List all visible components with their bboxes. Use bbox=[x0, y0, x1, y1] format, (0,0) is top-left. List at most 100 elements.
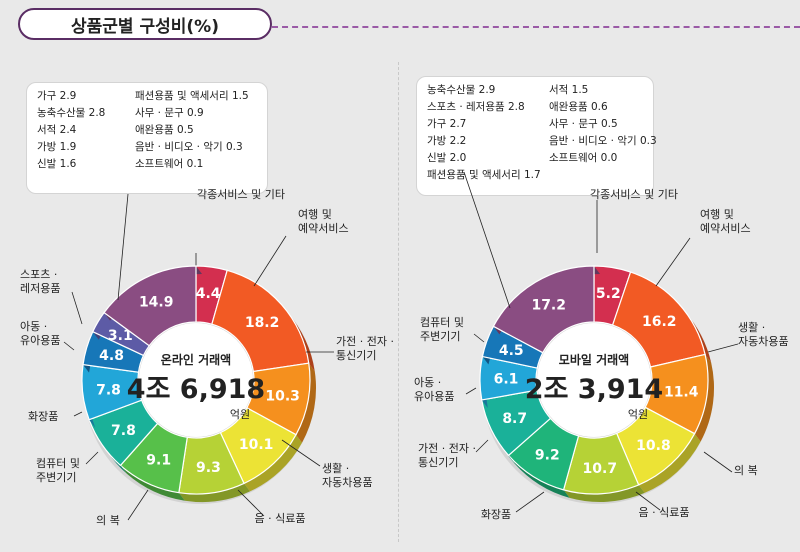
online-segment-value: 9.3 bbox=[196, 460, 221, 476]
mobile-chart-panel: 농축수산물 2.9 스포츠 · 레저용품 2.8 가구 2.7 가방 2.2 신발 2.… bbox=[404, 60, 794, 546]
mobile-label-leader bbox=[473, 333, 485, 343]
mobile-small-items-col-2: 서적 1.5 애완용품 0.6 사무 · 문구 0.5 음반 · 비디오 · 악기 0… bbox=[549, 82, 657, 167]
mobile-segment-label: 의 복 bbox=[734, 464, 758, 477]
online-segment-value: 14.9 bbox=[139, 295, 174, 311]
online-label-leader bbox=[85, 451, 99, 465]
small-item: 가구 2.7 bbox=[427, 118, 467, 130]
online-center-unit: 억원 bbox=[230, 408, 250, 421]
small-item: 패션용품 및 액세서리 1.7 bbox=[427, 169, 541, 181]
mobile-label-leader bbox=[635, 491, 661, 511]
online-segment-label: 주변기기 bbox=[36, 471, 76, 484]
small-item: 신발 1.6 bbox=[37, 158, 77, 170]
online-segment-value: 7.8 bbox=[96, 383, 121, 399]
mobile-segment-value: 5.2 bbox=[596, 286, 621, 302]
small-item: 농축수산물 2.8 bbox=[37, 107, 106, 119]
online-segment-label: 예약서비스 bbox=[298, 221, 349, 235]
online-segment-label: 스포츠 · bbox=[20, 268, 57, 281]
online-small-items-col-2: 패션용품 및 액세서리 1.5 사무 · 문구 0.9 애완용품 0.5 음반 · 비… bbox=[135, 88, 249, 173]
mobile-small-items-box: 농축수산물 2.9 스포츠 · 레저용품 2.8 가구 2.7 가방 2.2 신발 2.… bbox=[416, 76, 657, 196]
online-small-items-box: 가구 2.9 농축수산물 2.8 서적 2.4 가방 1.9 신발 1.6 패션용품 및… bbox=[26, 82, 268, 194]
small-item: 사무 · 문구 0.9 bbox=[135, 107, 204, 119]
mobile-segment-label: 각종서비스 및 기타 bbox=[590, 188, 678, 201]
online-segment-label: 의 복 bbox=[96, 514, 120, 527]
mobile-segment-value: 16.2 bbox=[642, 314, 677, 330]
online-segment-label: 여행 및 bbox=[298, 208, 332, 221]
mobile-segment-label: 화장품 bbox=[481, 508, 511, 521]
online-segment-side bbox=[296, 363, 316, 443]
online-label-leader bbox=[237, 489, 265, 517]
online-center-value: 4조 6,918 bbox=[127, 374, 265, 405]
mobile-segment-9 bbox=[492, 265, 595, 354]
small-item: 음반 · 비디오 · 악기 0.3 bbox=[135, 141, 243, 153]
mobile-label-leader bbox=[515, 491, 545, 513]
mobile-segment-label: 음 · 식료품 bbox=[639, 506, 690, 519]
mobile-segment-side bbox=[694, 354, 714, 442]
small-item: 스포츠 · 레저용품 2.8 bbox=[427, 101, 525, 113]
mobile-label-leader bbox=[655, 237, 691, 287]
mobile-box-leader bbox=[463, 171, 511, 309]
online-label-leader bbox=[253, 235, 287, 287]
online-label-leader bbox=[127, 489, 149, 521]
mobile-segment-value: 11.4 bbox=[664, 385, 699, 401]
mobile-center-label: 모바일 거래액 bbox=[559, 352, 629, 367]
small-item: 음반 · 비디오 · 악기 0.3 bbox=[549, 135, 657, 147]
online-segment-label: 화장품 bbox=[28, 410, 58, 423]
title-divider bbox=[272, 26, 800, 28]
online-segment-label: 음 · 식료품 bbox=[255, 512, 306, 525]
online-segment-side bbox=[120, 465, 185, 501]
mobile-segment-value: 8.7 bbox=[502, 411, 527, 427]
online-segment-value: 3.1 bbox=[108, 328, 133, 344]
online-center-label: 온라인 거래액 bbox=[161, 352, 231, 367]
online-segment-value: 7.8 bbox=[111, 423, 136, 439]
mobile-label-leader bbox=[465, 387, 477, 395]
online-segment-label: 생활 · bbox=[322, 461, 349, 475]
online-segment-value: 10.1 bbox=[239, 437, 274, 453]
mobile-segment-label: 통신기기 bbox=[418, 456, 458, 469]
title-bar: 상품군별 구성비(%) bbox=[0, 0, 800, 48]
small-item: 애완용품 0.6 bbox=[549, 101, 608, 113]
mobile-segment-label: 생활 · bbox=[738, 320, 765, 334]
mobile-segment-label: 주변기기 bbox=[420, 330, 460, 343]
mobile-segment-label: 자동차용품 bbox=[738, 335, 789, 348]
online-label-leader bbox=[73, 411, 83, 417]
mobile-segment-value: 6.1 bbox=[494, 372, 519, 388]
small-item: 패션용품 및 액세서리 1.5 bbox=[135, 90, 249, 102]
online-donut-hole bbox=[139, 323, 253, 437]
mobile-segment-label: 컴퓨터 및 bbox=[420, 316, 464, 329]
online-label-leader bbox=[63, 341, 75, 351]
small-item: 소프트웨어 0.1 bbox=[135, 158, 204, 170]
mobile-segment-value: 9.2 bbox=[535, 448, 560, 464]
mobile-segment-side bbox=[638, 433, 701, 493]
online-segment-10 bbox=[103, 265, 197, 347]
online-segment-value: 4.4 bbox=[196, 286, 221, 302]
mobile-label-leader bbox=[703, 451, 733, 473]
small-item: 가방 2.2 bbox=[427, 135, 467, 147]
small-item: 농축수산물 2.9 bbox=[427, 84, 496, 96]
online-segment-label: 아동 · bbox=[20, 320, 47, 333]
online-segment-label: 레저용품 bbox=[20, 282, 60, 295]
page-title: 상품군별 구성비(%) bbox=[18, 8, 272, 40]
online-label-leader bbox=[281, 439, 321, 467]
online-segment-value: 9.1 bbox=[146, 453, 171, 469]
online-segment-label: 각종서비스 및 기타 bbox=[197, 188, 285, 201]
mobile-segment-value: 10.8 bbox=[636, 438, 671, 454]
small-item: 애완용품 0.5 bbox=[135, 124, 194, 136]
online-segment-label: 통신기기 bbox=[336, 349, 376, 362]
small-item: 가방 1.9 bbox=[37, 141, 77, 153]
mobile-segment-value: 17.2 bbox=[531, 298, 566, 314]
mobile-segment-value: 10.7 bbox=[583, 461, 618, 477]
online-segment-label: 가전 · 전자 · bbox=[336, 335, 394, 348]
mobile-segment-value: 4.5 bbox=[499, 343, 524, 359]
online-segment-value: 18.2 bbox=[245, 315, 280, 331]
mobile-segment-label: 가전 · 전자 · bbox=[418, 442, 476, 455]
online-label-leader bbox=[71, 291, 83, 325]
mobile-donut-hole bbox=[537, 323, 651, 437]
mobile-label-leader bbox=[475, 439, 489, 453]
panel-separator bbox=[398, 62, 399, 542]
online-box-leader bbox=[117, 193, 129, 301]
small-item: 서적 1.5 bbox=[549, 84, 589, 96]
online-small-items-col-1: 가구 2.9 농축수산물 2.8 서적 2.4 가방 1.9 신발 1.6 bbox=[37, 88, 105, 173]
online-segment-label: 자동차용품 bbox=[322, 476, 373, 489]
mobile-small-items-col-1: 농축수산물 2.9 스포츠 · 레저용품 2.8 가구 2.7 가방 2.2 신발 2.… bbox=[427, 82, 541, 184]
